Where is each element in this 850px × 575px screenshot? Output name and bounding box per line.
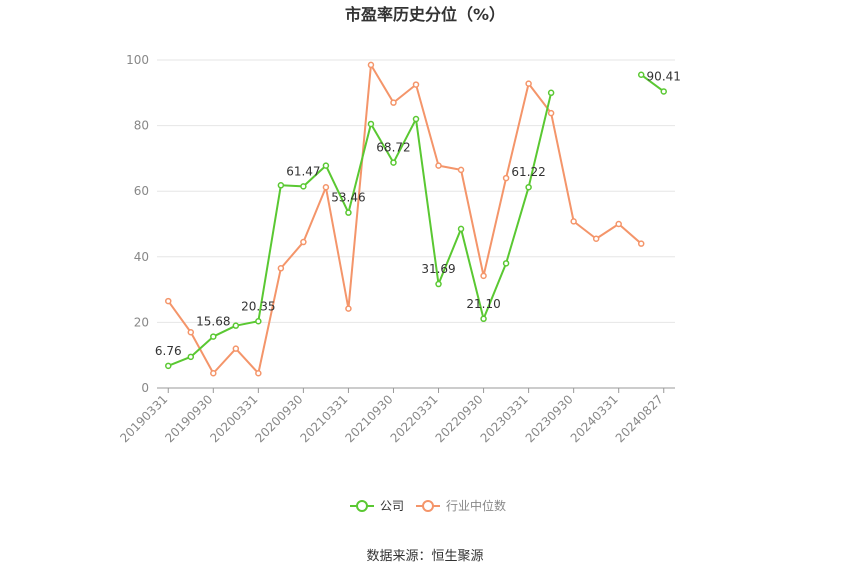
data-point-company xyxy=(277,182,285,189)
data-label: 6.76 xyxy=(155,344,182,358)
data-label: 68.72 xyxy=(376,141,410,155)
x-tick-label: 20210930 xyxy=(343,392,396,445)
data-label: 31.69 xyxy=(421,262,455,276)
data-point-industry-median xyxy=(165,297,172,305)
x-tick-label: 20220331 xyxy=(388,392,441,445)
y-tick-label: 40 xyxy=(134,250,149,264)
x-tick-label: 20190331 xyxy=(117,392,170,445)
x-tick-label: 20200930 xyxy=(252,392,305,445)
data-label: 21.10 xyxy=(466,297,500,311)
x-tick-label: 20190930 xyxy=(162,392,215,445)
data-point-company xyxy=(637,71,645,79)
data-point-company xyxy=(210,333,217,340)
data-point-industry-median xyxy=(435,162,442,169)
legend-item-company[interactable]: 公司 xyxy=(350,499,404,513)
data-point-company xyxy=(345,209,352,216)
y-tick-label: 80 xyxy=(134,119,149,133)
legend-item-industry-median[interactable]: 行业中位数 xyxy=(416,498,506,513)
data-point-company xyxy=(525,183,532,191)
y-axis: 0 20 40 60 80 100 xyxy=(126,53,149,395)
x-tick-label: 20200331 xyxy=(207,392,260,445)
y-tick-label: 20 xyxy=(134,315,149,329)
series-line-company xyxy=(640,73,665,93)
data-point-industry-median xyxy=(300,238,307,246)
data-label: 61.47 xyxy=(286,164,320,178)
data-point-industry-median xyxy=(547,109,555,117)
x-tick-label: 20230331 xyxy=(478,392,531,445)
data-point-company xyxy=(232,322,240,329)
data-label: 61.22 xyxy=(511,165,545,179)
data-point-industry-median xyxy=(322,184,330,191)
data-point-company xyxy=(502,260,510,267)
grid xyxy=(157,59,675,323)
legend-swatch-marker xyxy=(422,500,434,512)
data-point-industry-median xyxy=(502,174,510,182)
x-tick-label: 20240331 xyxy=(568,392,621,445)
chart-title: 市盈率历史分位（%） xyxy=(345,5,505,24)
y-tick-label: 60 xyxy=(134,184,149,198)
data-point-company xyxy=(255,318,262,325)
data-point-industry-median xyxy=(637,240,645,247)
x-tick-label: 20220930 xyxy=(433,392,486,445)
data-label: 90.41 xyxy=(647,69,681,83)
data-point-industry-median xyxy=(345,305,352,312)
data-point-industry-median xyxy=(615,220,622,228)
data-point-industry-median xyxy=(592,235,600,243)
legend-label: 行业中位数 xyxy=(446,498,506,513)
x-axis: 2019033120190930202003312020093020210331… xyxy=(117,387,675,445)
data-point-industry-median xyxy=(367,61,375,69)
data-point-industry-median xyxy=(210,369,217,377)
legend[interactable]: 公司 行业中位数 xyxy=(350,498,506,513)
data-point-company xyxy=(435,280,442,288)
data-point-company xyxy=(480,315,487,323)
data-point-company xyxy=(547,89,555,97)
data-point-company xyxy=(322,162,330,169)
data-point-industry-median xyxy=(412,81,420,88)
series-line-industry-median xyxy=(167,63,642,375)
x-tick-label: 20210331 xyxy=(297,392,350,445)
data-point-industry-median xyxy=(232,345,240,352)
data-point-industry-median xyxy=(255,369,262,377)
series-layer xyxy=(165,61,667,377)
legend-label: 公司 xyxy=(380,499,404,513)
data-point-company xyxy=(660,88,667,95)
data-point-industry-median xyxy=(187,328,195,336)
legend-swatch-marker xyxy=(356,500,368,512)
data-point-company xyxy=(367,120,375,128)
data-point-company xyxy=(390,159,397,166)
data-labels: 6.76 15.68 20.35 61.47 53.46 68.72 31.69 21.10 6… xyxy=(155,69,681,357)
y-tick-label: 0 xyxy=(141,381,149,395)
y-tick-label: 100 xyxy=(126,53,149,67)
data-point-company xyxy=(300,183,307,190)
data-label: 15.68 xyxy=(196,315,230,329)
data-point-industry-median xyxy=(480,272,487,280)
x-tick-label: 20240827 xyxy=(613,392,666,445)
data-point-company xyxy=(457,225,465,233)
data-label: 53.46 xyxy=(331,191,365,205)
data-point-company xyxy=(412,115,420,123)
source-text: 数据来源：恒生聚源 xyxy=(366,549,483,564)
data-point-company xyxy=(165,362,172,370)
data-point-industry-median xyxy=(390,99,397,106)
series-line-company xyxy=(167,92,553,367)
data-point-industry-median xyxy=(570,218,577,225)
data-point-company xyxy=(187,353,195,361)
data-point-industry-median xyxy=(277,265,285,272)
data-label: 20.35 xyxy=(241,299,275,313)
x-tick-label: 20230930 xyxy=(523,392,576,445)
data-point-industry-median xyxy=(525,80,532,87)
data-point-industry-median xyxy=(457,166,465,174)
